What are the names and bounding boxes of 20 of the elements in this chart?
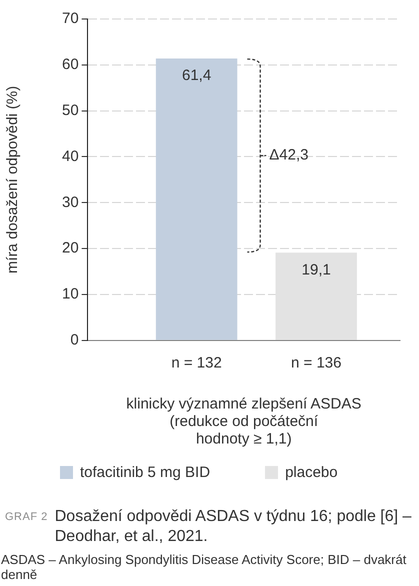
- x-tick-label: n = 136: [291, 354, 342, 372]
- x-axis-title: klinicky významné zlepšení ASDAS (redukce od počáteční hodnoty ≥ 1,1): [126, 395, 362, 448]
- y-tick-label: 10: [62, 286, 79, 303]
- y-tick-label: 30: [62, 194, 79, 211]
- data-label: 19,1: [302, 261, 331, 278]
- x-tick-label: n = 132: [171, 354, 222, 372]
- data-label: 61,4: [182, 67, 212, 84]
- y-tick-label: 70: [62, 10, 79, 28]
- text: Dosažení odpovědi ASDAS v týdnu 16; podle [6] – Deodhar, et al., 2021.: [54, 507, 412, 547]
- y-tick-label: 0: [70, 331, 79, 348]
- y-tick-label: 60: [62, 56, 79, 74]
- y-axis-title: míra dosažení odpovědi (%): [4, 86, 22, 274]
- text: ASDAS – Ankylosing Spondylitis Disease Activity Score; BID – dvakrát denně: [1, 552, 408, 582]
- y-tick-label: 50: [62, 102, 79, 119]
- text: GRAF 2: [5, 510, 48, 525]
- annotation: Δ42,3: [269, 146, 308, 164]
- legend-label: placebo: [285, 464, 338, 480]
- legend-label: tofacitinib 5 mg BID: [80, 464, 210, 480]
- y-tick-label: 20: [62, 240, 79, 257]
- y-tick-label: 40: [62, 148, 79, 165]
